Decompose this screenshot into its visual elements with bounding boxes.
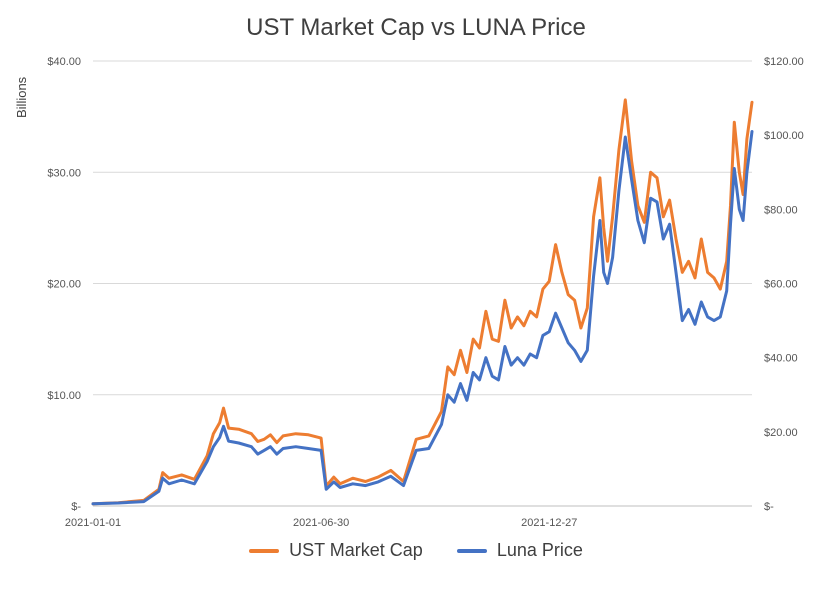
legend-label-luna: Luna Price (496, 540, 583, 560)
left-tick-label: $- (71, 501, 81, 513)
series-line-luna-price (91, 130, 754, 506)
legend-swatch-luna (456, 548, 487, 553)
x-axis-ticks: 2021-01-01 2021-06-30 2021-12-27 (65, 517, 578, 529)
right-tick-label: $- (764, 501, 774, 513)
x-tick-label: 2021-01-01 (65, 517, 121, 529)
right-tick-label: $20.00 (764, 427, 798, 439)
right-tick-label: $40.00 (764, 353, 798, 365)
series-line-ust-market-cap (91, 98, 754, 506)
right-tick-label: $60.00 (764, 279, 798, 291)
right-tick-label: $100.00 (764, 130, 804, 142)
legend-item-ust[interactable]: UST Market Cap (249, 540, 423, 561)
x-tick-label: 2021-12-27 (521, 517, 577, 529)
legend-item-luna[interactable]: Luna Price (456, 540, 583, 561)
left-axis-ticks: $- $10.00 $20.00 $30.00 $40.00 (47, 56, 81, 513)
legend-swatch-ust (249, 548, 280, 553)
right-tick-label: $80.00 (764, 204, 798, 216)
left-tick-label: $30.00 (47, 167, 81, 179)
right-tick-label: $120.00 (764, 56, 804, 68)
x-tick-label: 2021-06-30 (293, 517, 349, 529)
series-lines (91, 98, 754, 506)
left-tick-label: $20.00 (47, 279, 81, 291)
right-axis-ticks: $- $20.00 $40.00 $60.00 $80.00 $100.00 $120.00 (764, 56, 804, 513)
legend-label-ust: UST Market Cap (289, 540, 423, 560)
chart-title: UST Market Cap vs LUNA Price (246, 14, 586, 41)
legend: UST Market Cap Luna Price (0, 540, 832, 561)
left-tick-label: $40.00 (47, 56, 81, 68)
left-tick-label: $10.00 (47, 390, 81, 402)
gridlines (93, 60, 752, 507)
